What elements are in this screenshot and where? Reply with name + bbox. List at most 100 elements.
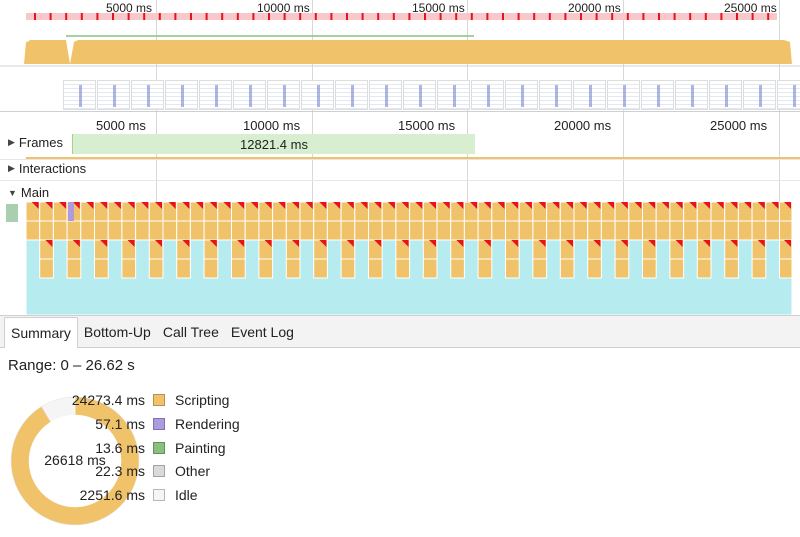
function-call-block[interactable] <box>655 220 671 241</box>
function-call-block[interactable] <box>313 220 328 241</box>
function-call-block[interactable] <box>518 220 534 241</box>
function-call-block[interactable] <box>642 258 657 279</box>
function-call-block[interactable] <box>724 258 739 279</box>
function-call-block[interactable] <box>80 220 96 241</box>
timeline-tick-10000: 10000 ms <box>243 118 301 133</box>
frame-bar[interactable]: 12821.4 ms <box>72 134 475 154</box>
function-call-block[interactable] <box>326 220 342 241</box>
function-call-block[interactable] <box>573 220 589 241</box>
function-call-block[interactable] <box>52 220 68 241</box>
function-call-block[interactable] <box>258 220 274 241</box>
function-call-block[interactable] <box>381 220 397 241</box>
function-call-block[interactable] <box>244 220 260 241</box>
function-call-block[interactable] <box>669 258 685 279</box>
overview-pane[interactable]: 5000 ms 10000 ms 15000 ms 20000 ms 25000… <box>0 0 800 112</box>
frames-track-toggle[interactable]: ▶ Frames <box>8 135 63 150</box>
function-call-block[interactable] <box>189 220 205 241</box>
function-call-block[interactable] <box>313 258 328 279</box>
tab-bottom-up[interactable]: Bottom-Up <box>83 324 151 340</box>
function-call-block[interactable] <box>272 220 287 241</box>
function-call-block[interactable] <box>765 220 780 241</box>
tab-summary[interactable]: Summary <box>4 317 78 348</box>
function-call-block[interactable] <box>724 220 739 241</box>
function-call-block[interactable] <box>559 220 575 241</box>
function-call-block[interactable] <box>587 220 602 241</box>
function-call-block[interactable] <box>231 258 246 279</box>
main-flame-chart[interactable] <box>0 202 800 315</box>
timeline-pane[interactable]: 5000 ms 10000 ms 15000 ms 20000 ms 25000… <box>0 112 800 315</box>
long-task-marker <box>730 240 738 247</box>
function-call-block[interactable] <box>436 220 452 241</box>
tab-event-log[interactable]: Event Log <box>230 324 294 340</box>
function-call-block[interactable] <box>395 220 411 241</box>
function-call-block[interactable] <box>395 258 411 279</box>
function-call-block[interactable] <box>779 258 793 279</box>
function-call-block[interactable] <box>148 258 164 279</box>
function-call-block[interactable] <box>368 258 383 279</box>
function-call-block[interactable] <box>107 220 123 241</box>
function-call-block[interactable] <box>25 220 41 241</box>
function-call-block[interactable] <box>546 220 561 241</box>
function-call-block[interactable] <box>422 220 438 241</box>
function-call-block[interactable] <box>450 258 465 279</box>
function-call-block[interactable] <box>409 220 424 241</box>
function-call-block[interactable] <box>285 258 301 279</box>
function-call-block[interactable] <box>505 220 520 241</box>
function-call-block[interactable] <box>696 220 712 241</box>
function-call-block[interactable] <box>231 220 246 241</box>
function-call-block[interactable] <box>669 220 685 241</box>
function-call-block[interactable] <box>340 220 356 241</box>
tab-call-tree[interactable]: Call Tree <box>162 324 219 340</box>
function-call-block[interactable] <box>94 220 109 241</box>
screenshot-thumbnail <box>97 80 130 110</box>
function-call-block[interactable] <box>463 220 479 241</box>
function-call-block[interactable] <box>696 258 712 279</box>
function-call-block[interactable] <box>258 258 274 279</box>
function-call-block[interactable] <box>683 220 698 241</box>
function-call-block[interactable] <box>66 220 82 241</box>
function-call-block[interactable] <box>600 220 616 241</box>
function-call-block[interactable] <box>299 220 315 241</box>
function-call-block[interactable] <box>176 220 191 241</box>
function-call-block[interactable] <box>94 258 109 279</box>
function-call-block[interactable] <box>614 258 630 279</box>
function-call-block[interactable] <box>203 220 219 241</box>
function-call-block[interactable] <box>39 258 54 279</box>
function-call-block[interactable] <box>340 258 356 279</box>
function-call-block[interactable] <box>628 220 643 241</box>
function-call-block[interactable] <box>532 258 548 279</box>
function-call-block[interactable] <box>176 258 191 279</box>
function-call-block[interactable] <box>217 220 233 241</box>
function-call-block[interactable] <box>737 220 753 241</box>
function-call-block[interactable] <box>422 258 438 279</box>
function-call-block[interactable] <box>354 220 369 241</box>
interactions-track-toggle[interactable]: ▶ Interactions <box>8 161 86 176</box>
function-call-block[interactable] <box>614 220 630 241</box>
function-call-block[interactable] <box>587 258 602 279</box>
function-call-block[interactable] <box>285 220 301 241</box>
function-call-block[interactable] <box>450 220 465 241</box>
function-call-block[interactable] <box>710 220 726 241</box>
function-call-block[interactable] <box>368 220 383 241</box>
function-call-block[interactable] <box>121 220 137 241</box>
function-call-block[interactable] <box>751 258 767 279</box>
function-call-block[interactable] <box>532 220 548 241</box>
function-call-block[interactable] <box>779 220 793 241</box>
function-call-block[interactable] <box>559 258 575 279</box>
long-task-marker <box>292 202 299 209</box>
function-call-block[interactable] <box>148 220 164 241</box>
rendering-block[interactable] <box>68 202 74 221</box>
function-call-block[interactable] <box>66 258 82 279</box>
function-call-block[interactable] <box>751 220 767 241</box>
function-call-block[interactable] <box>121 258 137 279</box>
function-call-block[interactable] <box>491 220 506 241</box>
function-call-block[interactable] <box>505 258 520 279</box>
function-call-block[interactable] <box>477 220 493 241</box>
function-call-block[interactable] <box>135 220 150 241</box>
main-track-toggle[interactable]: ▼ Main <box>8 185 49 200</box>
function-call-block[interactable] <box>39 220 54 241</box>
function-call-block[interactable] <box>203 258 219 279</box>
function-call-block[interactable] <box>477 258 493 279</box>
function-call-block[interactable] <box>162 220 178 241</box>
function-call-block[interactable] <box>642 220 657 241</box>
